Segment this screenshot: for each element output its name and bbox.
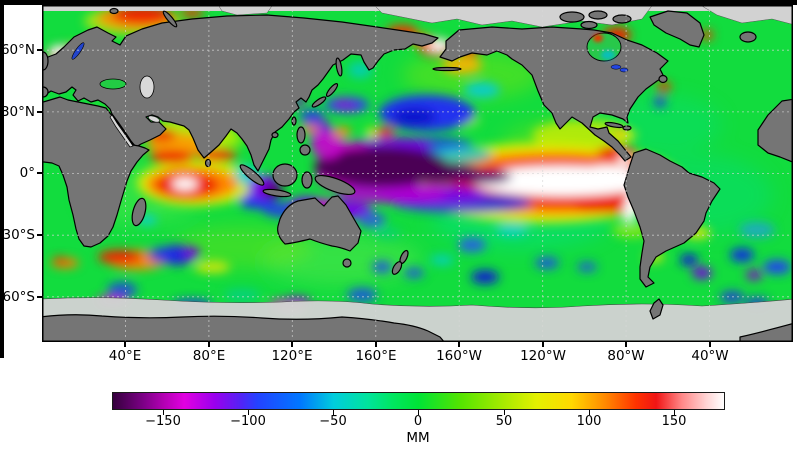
lat-tick — [37, 111, 42, 113]
lat-tick-label: 60°S — [2, 289, 36, 305]
lon-tick — [208, 342, 210, 347]
land-hispaniola — [622, 125, 632, 131]
lon-tick-label: 80°W — [607, 348, 645, 364]
land-arctic-island-4 — [580, 20, 598, 30]
lon-tick — [709, 342, 711, 347]
land-greenland — [649, 10, 705, 48]
lon-tick-label: 160°E — [355, 348, 397, 364]
land-aleutians — [432, 66, 462, 72]
colorbar-tick — [248, 410, 249, 415]
lon-tick — [124, 342, 126, 347]
land-sulawesi — [301, 171, 313, 189]
graticule — [42, 5, 793, 342]
land-tasmania — [342, 258, 352, 268]
land-madagascar — [131, 197, 147, 227]
land-antarctica — [39, 314, 447, 345]
land-hainan — [271, 131, 279, 139]
land-svalbard — [109, 7, 119, 15]
lat-tick-label: 30°S — [2, 227, 36, 243]
land-west-africa-edge — [757, 98, 796, 164]
colorbar-tick — [333, 410, 334, 415]
land-novaya-zemlya — [162, 10, 178, 28]
water-great-lakes-1 — [610, 64, 622, 70]
colorbar-tick — [504, 410, 505, 415]
lon-tick — [542, 342, 544, 347]
land-arctic-island-1 — [559, 11, 585, 23]
land-nz-south — [391, 261, 403, 275]
hudson-bay-anomalies — [593, 34, 615, 60]
lat-tick-label: 60°N — [0, 42, 35, 58]
lat-tick-label: 0° — [19, 165, 35, 181]
land-australia — [277, 195, 362, 252]
colorbar — [112, 392, 725, 410]
land-mindanao — [299, 144, 311, 156]
water-black-sea — [99, 78, 127, 90]
water-baltic-sea — [71, 42, 85, 60]
land-new-guinea — [314, 174, 356, 196]
map-frame — [42, 5, 793, 342]
land-japan-kyushu — [311, 96, 327, 108]
colorbar-tick-label: −100 — [230, 414, 266, 429]
lat-tick — [37, 49, 42, 51]
colorbar-tick-label: −150 — [145, 414, 181, 429]
land-luzon — [296, 126, 306, 144]
land-layer — [37, 7, 796, 345]
lat-tick — [37, 296, 42, 298]
land-north-america — [439, 26, 669, 162]
land-newfoundland — [658, 74, 668, 84]
colorbar-tick-label: 150 — [661, 414, 687, 429]
lon-tick-label: 80°E — [192, 348, 226, 364]
inland-water-layer — [71, 32, 629, 148]
left-border-bar — [0, 0, 4, 358]
water-great-lakes-2 — [619, 67, 629, 73]
colorbar-tick — [589, 410, 590, 415]
land-cuba — [604, 121, 624, 129]
colorbar-tick — [674, 410, 675, 415]
lon-tick — [625, 342, 627, 347]
lon-tick-label: 120°W — [520, 348, 566, 364]
water-caspian-sea — [139, 75, 155, 99]
lat-tick — [37, 172, 42, 174]
land-iceland — [739, 31, 757, 43]
lat-tick — [37, 234, 42, 236]
top-border-bar — [0, 0, 797, 5]
colorbar-tick-label: −50 — [319, 414, 347, 429]
map-svg — [37, 2, 796, 345]
lon-tick — [291, 342, 293, 347]
land-arctic-island-2 — [588, 10, 608, 20]
lon-tick-label: 40°E — [108, 348, 142, 364]
land-sumatra — [239, 164, 265, 186]
land-japan-honshu — [325, 83, 339, 97]
land-south-america — [623, 148, 721, 288]
land-sakhalin — [335, 57, 343, 77]
colorbar-tick-label: 0 — [413, 414, 423, 429]
land-java — [262, 188, 292, 198]
lat-tick-label: 30°N — [0, 104, 35, 120]
colorbar-tick-label: 50 — [495, 414, 513, 429]
colorbar-tick — [163, 410, 164, 415]
land-arctic-island-3 — [612, 14, 632, 24]
lon-tick — [458, 342, 460, 347]
land-sri-lanka — [204, 158, 212, 168]
water-red-sea — [109, 114, 134, 148]
lon-tick — [375, 342, 377, 347]
colorbar-tick — [418, 410, 419, 415]
water-persian-gulf — [147, 115, 161, 123]
land-borneo — [272, 163, 298, 187]
world-map — [37, 2, 796, 345]
lon-tick-label: 160°W — [436, 348, 482, 364]
land-antarctic-peninsula — [649, 298, 664, 320]
colorbar-unit-label: MM — [406, 430, 430, 446]
lon-tick-label: 40°W — [691, 348, 729, 364]
colorbar-tick-label: 100 — [576, 414, 602, 429]
lon-tick-label: 120°E — [271, 348, 313, 364]
